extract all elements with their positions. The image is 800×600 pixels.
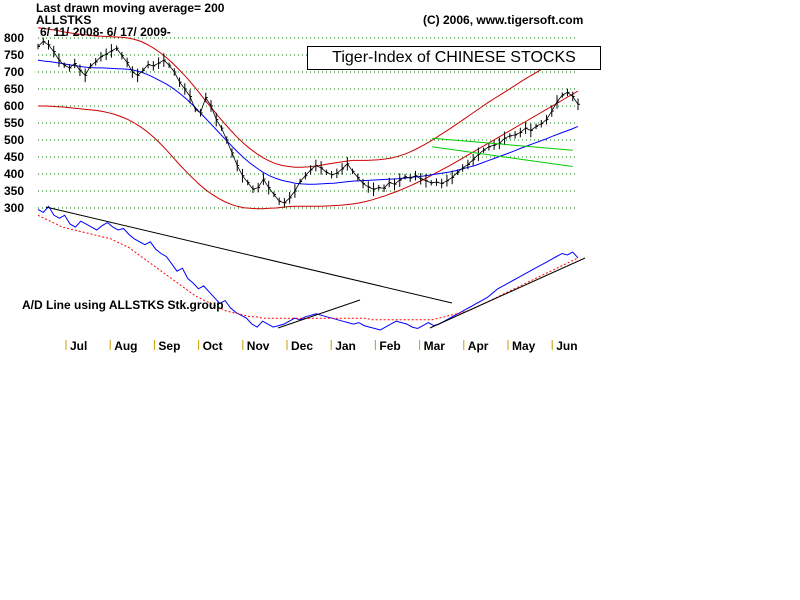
- y-tick-label: 500: [4, 133, 24, 147]
- y-tick-label: 400: [4, 167, 24, 181]
- month-label: Nov: [247, 339, 270, 353]
- y-tick-label: 650: [4, 82, 24, 96]
- date-range: 6/ 11/ 2008- 6/ 17/ 2009-: [40, 25, 171, 39]
- month-label: Aug: [114, 339, 137, 353]
- month-label: Oct: [203, 339, 223, 353]
- month-label: Sep: [158, 339, 180, 353]
- upper-band-line: [37, 27, 579, 168]
- y-tick-label: 600: [4, 99, 24, 113]
- copyright: (C) 2006, www.tigersoft.com: [423, 13, 584, 27]
- price-line: [37, 40, 579, 204]
- y-tick-label: 550: [4, 116, 24, 130]
- month-label: Jun: [556, 339, 577, 353]
- ad-downtrend-line: [45, 206, 453, 304]
- ad-uptrend-line: [429, 257, 586, 329]
- y-tick-label: 300: [4, 201, 24, 215]
- chart-title: Tiger-Index of CHINESE STOCKS: [307, 46, 601, 70]
- ad-line-label: A/D Line using ALLSTKS Stk.group: [22, 298, 224, 312]
- y-tick-label: 800: [4, 31, 24, 45]
- ma-label: Last drawn moving average= 200: [36, 1, 225, 15]
- ma-line: [37, 59, 579, 185]
- y-tick-label: 700: [4, 65, 24, 79]
- group-label: ALLSTKS: [36, 13, 92, 27]
- month-label: Dec: [291, 339, 313, 353]
- month-label: Jan: [335, 339, 356, 353]
- month-label: Feb: [379, 339, 400, 353]
- trend-line: [432, 137, 573, 151]
- trend-line: [432, 146, 573, 168]
- ad-line: [37, 205, 579, 331]
- ad-support-line: [277, 299, 361, 329]
- month-label: Apr: [468, 339, 489, 353]
- month-label: Jul: [70, 339, 87, 353]
- month-label: May: [512, 339, 536, 353]
- y-tick-label: 450: [4, 150, 24, 164]
- y-tick-label: 350: [4, 184, 24, 198]
- y-tick-label: 750: [4, 48, 24, 62]
- month-label: Mar: [424, 339, 446, 353]
